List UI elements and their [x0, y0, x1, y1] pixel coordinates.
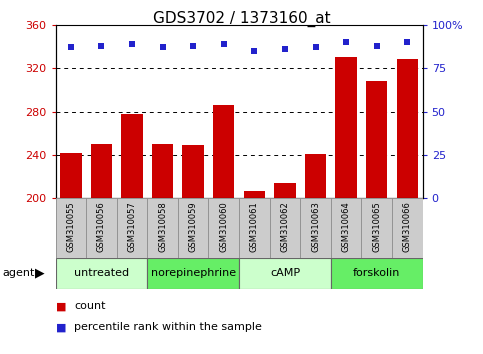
Point [281, 46, 289, 52]
Text: agent: agent [2, 268, 35, 278]
Text: ■: ■ [56, 301, 66, 311]
Text: ▶: ▶ [35, 266, 44, 279]
Bar [117, 198, 147, 258]
Bar [274, 183, 296, 198]
Bar [300, 198, 331, 258]
Bar [366, 81, 387, 198]
Bar [147, 198, 178, 258]
Bar [183, 145, 204, 198]
Point [342, 39, 350, 45]
Point [67, 45, 75, 50]
Text: percentile rank within the sample: percentile rank within the sample [74, 322, 262, 332]
Point [312, 45, 319, 50]
Bar [152, 144, 173, 198]
Text: GDS3702 / 1373160_at: GDS3702 / 1373160_at [153, 11, 330, 27]
Bar [178, 198, 209, 258]
Point [220, 41, 227, 47]
Text: GSM310057: GSM310057 [128, 201, 137, 252]
Text: norepinephrine: norepinephrine [151, 268, 236, 279]
Bar [335, 57, 357, 198]
Text: count: count [74, 301, 105, 311]
Point [403, 39, 411, 45]
Text: untreated: untreated [74, 268, 129, 279]
Bar [86, 198, 117, 258]
Bar [244, 191, 265, 198]
Bar [60, 153, 82, 198]
Bar [361, 198, 392, 258]
Bar [270, 198, 300, 258]
Point [251, 48, 258, 53]
Bar [239, 198, 270, 258]
Point [128, 41, 136, 47]
Text: GSM310058: GSM310058 [158, 201, 167, 252]
Bar [331, 258, 423, 289]
Text: GSM310060: GSM310060 [219, 201, 228, 252]
Point [159, 45, 167, 50]
Bar [305, 154, 327, 198]
Bar [392, 198, 423, 258]
Text: GSM310063: GSM310063 [311, 201, 320, 252]
Bar [239, 258, 331, 289]
Bar [56, 198, 86, 258]
Text: GSM310066: GSM310066 [403, 201, 412, 252]
Bar [91, 144, 112, 198]
Bar [213, 105, 235, 198]
Text: forskolin: forskolin [353, 268, 400, 279]
Point [373, 43, 381, 48]
Text: GSM310064: GSM310064 [341, 201, 351, 252]
Bar [56, 258, 147, 289]
Text: GSM310056: GSM310056 [97, 201, 106, 252]
Point [189, 43, 197, 48]
Text: ■: ■ [56, 322, 66, 332]
Point [98, 43, 105, 48]
Text: GSM310055: GSM310055 [66, 201, 75, 252]
Text: GSM310059: GSM310059 [189, 201, 198, 252]
Bar [397, 59, 418, 198]
Text: GSM310061: GSM310061 [250, 201, 259, 252]
Text: GSM310062: GSM310062 [281, 201, 289, 252]
Bar [209, 198, 239, 258]
Text: cAMP: cAMP [270, 268, 300, 279]
Bar [147, 258, 239, 289]
Bar [121, 114, 143, 198]
Text: GSM310065: GSM310065 [372, 201, 381, 252]
Bar [331, 198, 361, 258]
